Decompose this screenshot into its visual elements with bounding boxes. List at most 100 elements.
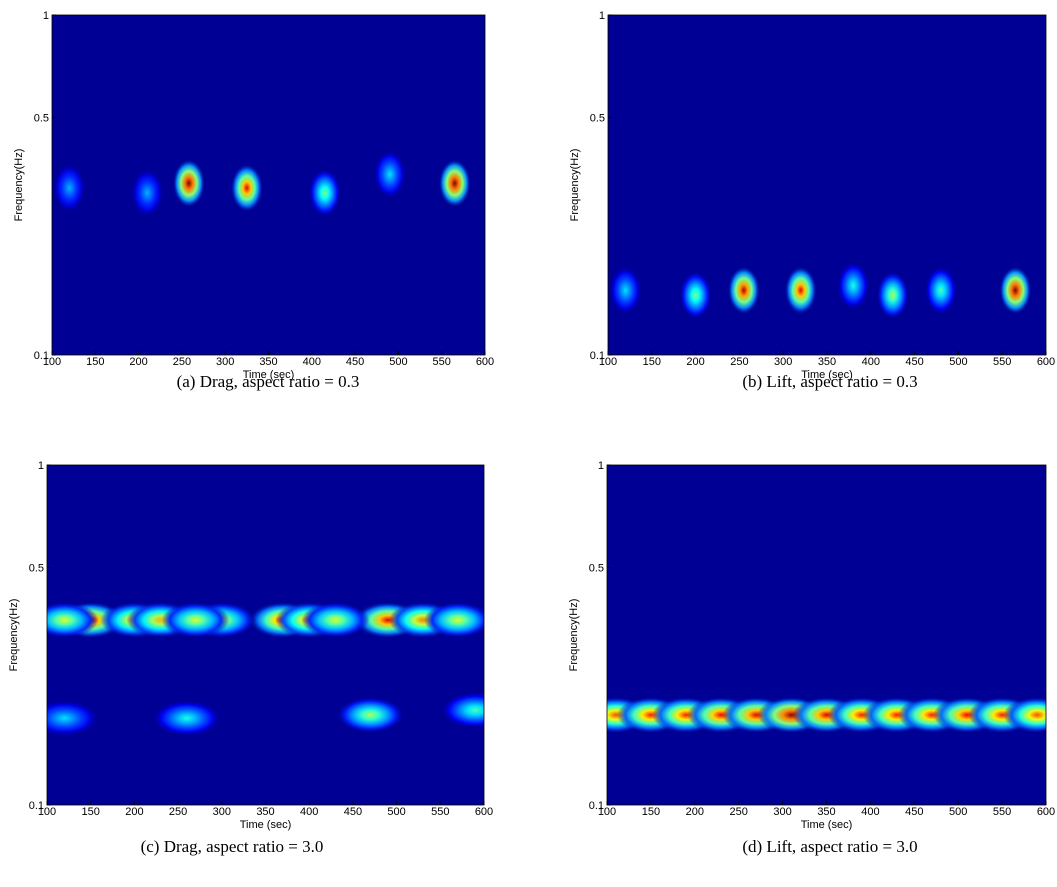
spectral-peak	[308, 168, 341, 217]
spectral-peak	[727, 266, 760, 315]
x-tick-label: 400	[862, 356, 880, 368]
x-tick-label: 250	[173, 356, 191, 368]
plot-background	[607, 465, 1046, 805]
x-tick-label: 550	[993, 806, 1011, 818]
caption: (b) Lift, aspect ratio = 0.3	[742, 372, 917, 391]
x-tick-label: 450	[346, 356, 364, 368]
x-tick-label: 400	[861, 806, 879, 818]
spectral-peak	[53, 163, 86, 212]
x-tick-label: 300	[216, 356, 234, 368]
y-tick-label: 0.5	[590, 112, 605, 124]
x-tick-label: 300	[774, 356, 792, 368]
x-tick-label: 150	[643, 356, 661, 368]
x-tick-label: 400	[300, 806, 318, 818]
x-tick-label: 100	[599, 356, 617, 368]
spectral-peak	[1003, 696, 1046, 733]
spectral-peak	[876, 271, 909, 320]
x-tick-label: 100	[43, 356, 61, 368]
spectral-peak	[161, 602, 230, 639]
spectral-peak	[679, 271, 712, 320]
x-tick-label: 600	[1037, 806, 1055, 818]
x-tick-label: 500	[949, 356, 967, 368]
y-tick-label: 1	[599, 10, 605, 22]
x-tick-label: 550	[993, 356, 1011, 368]
x-tick-label: 350	[817, 806, 835, 818]
y-tick-label: 0.1	[590, 350, 605, 362]
y-axis-label: Frequency(Hz)	[569, 149, 581, 222]
caption: (d) Lift, aspect ratio = 3.0	[742, 837, 917, 856]
spectral-peak	[999, 266, 1032, 315]
caption: (a) Drag, aspect ratio = 0.3	[177, 372, 360, 391]
x-tick-label: 200	[686, 356, 704, 368]
x-tick-label: 450	[344, 806, 362, 818]
x-tick-label: 450	[905, 806, 923, 818]
blobs	[609, 261, 1032, 320]
x-tick-label: 250	[730, 806, 748, 818]
x-tick-label: 100	[598, 806, 616, 818]
y-tick-label: 0.1	[29, 800, 44, 812]
spectral-peak	[172, 159, 205, 208]
spectral-peak	[373, 150, 406, 199]
x-tick-label: 300	[213, 806, 231, 818]
blobs	[47, 602, 484, 737]
blobs	[607, 696, 1046, 733]
plot-background	[52, 15, 485, 355]
x-tick-label: 600	[475, 806, 493, 818]
spectral-peak	[47, 602, 99, 639]
spectral-peak	[301, 602, 370, 639]
y-tick-label: 1	[43, 10, 49, 22]
spectral-peak	[837, 261, 870, 310]
x-tick-label: 450	[905, 356, 923, 368]
spectral-peak	[131, 168, 164, 217]
spectral-peak	[441, 692, 484, 729]
x-tick-label: 300	[773, 806, 791, 818]
spectral-peak	[336, 696, 405, 733]
y-tick-label: 0.5	[589, 562, 604, 574]
y-tick-label: 0.1	[589, 800, 604, 812]
spectral-peak	[438, 159, 471, 208]
x-tick-label: 550	[431, 806, 449, 818]
y-axis-label: Frequency(Hz)	[8, 599, 20, 672]
spectral-peak	[784, 266, 817, 315]
x-tick-label: 150	[642, 806, 660, 818]
y-tick-label: 0.1	[34, 350, 49, 362]
x-tick-label: 150	[86, 356, 104, 368]
spectral-peak	[230, 163, 263, 212]
x-tick-label: 550	[433, 356, 451, 368]
x-tick-label: 200	[686, 806, 704, 818]
x-tick-label: 600	[476, 356, 494, 368]
x-tick-label: 250	[730, 356, 748, 368]
spectral-peak	[924, 266, 957, 315]
spectral-peak	[152, 700, 221, 737]
y-tick-label: 0.5	[34, 112, 49, 124]
x-axis-label: Time (sec)	[801, 369, 853, 381]
x-axis-label: Time (sec)	[801, 819, 853, 831]
x-tick-label: 350	[818, 356, 836, 368]
x-tick-label: 250	[169, 806, 187, 818]
caption: (c) Drag, aspect ratio = 3.0	[141, 837, 324, 856]
x-tick-label: 150	[82, 806, 100, 818]
y-tick-label: 1	[38, 460, 44, 472]
y-tick-label: 0.5	[29, 562, 44, 574]
y-axis-label: Frequency(Hz)	[13, 149, 25, 222]
x-tick-label: 200	[129, 356, 147, 368]
x-tick-label: 350	[259, 356, 277, 368]
x-tick-label: 400	[303, 356, 321, 368]
x-tick-label: 500	[949, 806, 967, 818]
x-tick-label: 200	[125, 806, 143, 818]
spectral-peak	[423, 602, 484, 639]
x-axis-label: Time (sec)	[243, 369, 295, 381]
x-tick-label: 600	[1037, 356, 1055, 368]
y-tick-label: 1	[598, 460, 604, 472]
x-tick-label: 100	[38, 806, 56, 818]
plot-background	[608, 15, 1046, 355]
y-axis-label: Frequency(Hz)	[568, 599, 580, 672]
spectral-peak	[47, 700, 99, 737]
x-axis-label: Time (sec)	[240, 819, 292, 831]
x-tick-label: 500	[389, 356, 407, 368]
x-tick-label: 500	[387, 806, 405, 818]
spectral-peak	[609, 266, 642, 315]
x-tick-label: 350	[256, 806, 274, 818]
blobs	[53, 150, 471, 217]
